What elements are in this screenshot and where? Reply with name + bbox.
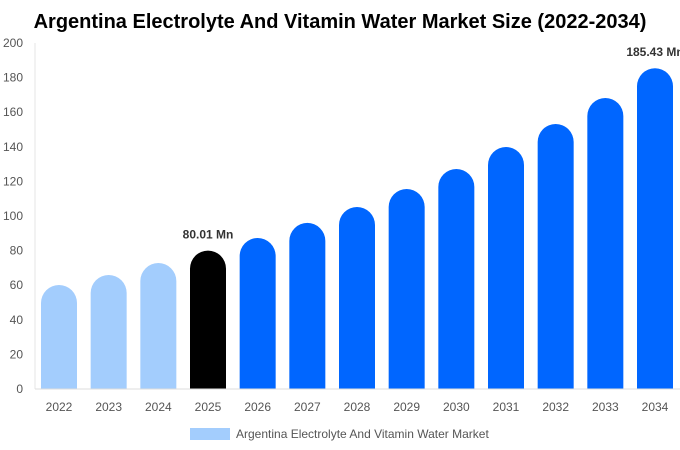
x-tick-label: 2026 — [244, 400, 271, 414]
y-tick-label: 140 — [3, 140, 23, 154]
y-tick-label: 100 — [3, 209, 23, 223]
x-tick-label: 2031 — [493, 400, 520, 414]
y-tick-label: 200 — [3, 36, 23, 50]
data-label-2025: 80.01 Mn — [183, 228, 234, 242]
bar-2034 — [637, 68, 673, 389]
data-label-2034: 185.43 Mn — [626, 45, 680, 59]
x-tick-label: 2024 — [145, 400, 172, 414]
y-tick-label: 40 — [10, 313, 24, 327]
bar-2029 — [388, 189, 425, 389]
x-tick-label: 2025 — [195, 400, 222, 414]
bar-2025 — [190, 250, 226, 389]
x-tick-label: 2029 — [393, 400, 420, 414]
x-tick-label: 2034 — [642, 400, 669, 414]
x-tick-label: 2030 — [443, 400, 470, 414]
bar-2033 — [587, 98, 624, 389]
bar-2024 — [140, 263, 177, 389]
x-tick-label: 2022 — [46, 400, 73, 414]
x-tick-label: 2032 — [542, 400, 569, 414]
legend: Argentina Electrolyte And Vitamin Water … — [190, 427, 489, 441]
bar-2032 — [537, 123, 574, 390]
y-axis: 0 20 40 60 80 100 120 140 160 180 200 — [3, 36, 36, 396]
legend-swatch — [190, 428, 230, 440]
bars: 80.01 Mn 185.43 Mn — [41, 45, 680, 390]
bar-2026 — [239, 237, 276, 389]
x-tick-label: 2033 — [592, 400, 619, 414]
bar-2030 — [438, 168, 475, 389]
y-tick-label: 0 — [16, 382, 23, 396]
bar-2031 — [488, 146, 524, 389]
bar-2027 — [289, 222, 326, 389]
y-tick-label: 60 — [10, 278, 24, 292]
y-tick-label: 20 — [10, 347, 24, 361]
y-tick-label: 120 — [3, 174, 23, 188]
chart-title: Argentina Electrolyte And Vitamin Water … — [34, 11, 647, 33]
bar-2028 — [339, 207, 375, 389]
y-tick-label: 180 — [3, 71, 23, 85]
x-tick-label: 2028 — [344, 400, 371, 414]
x-tick-label: 2023 — [95, 400, 122, 414]
y-tick-label: 160 — [3, 105, 23, 119]
x-tick-label: 2027 — [294, 400, 321, 414]
x-axis: 2022 2023 2024 2025 2026 2027 2028 2029 2030 2031… — [35, 388, 680, 414]
bar-2022 — [41, 285, 77, 389]
y-tick-label: 80 — [10, 244, 24, 258]
legend-label: Argentina Electrolyte And Vitamin Water … — [236, 427, 489, 441]
bar-2023 — [90, 274, 127, 389]
